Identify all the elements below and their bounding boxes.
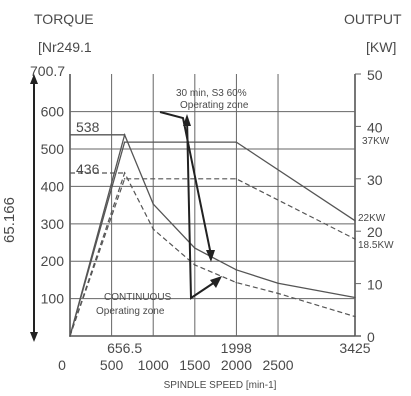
x-axis-ticks: 0 500 1000 1500 2000 2500 656.5 1998 3425 — [58, 340, 371, 373]
right-axis-ticks: 0 10 20 30 40 50 — [355, 67, 383, 345]
series-point — [235, 178, 238, 180]
continuous-arrowhead — [210, 276, 222, 288]
continuous-annotation-line1: CONTINUOUS — [104, 292, 172, 303]
series-point — [277, 292, 279, 295]
right-axis-unit: [KW] — [366, 39, 396, 55]
series-point — [123, 141, 126, 143]
right-tick-label: 50 — [367, 67, 383, 83]
torque-span-arrowhead-down — [30, 332, 38, 342]
x-special-tick-label: 3425 — [339, 340, 370, 356]
torque-max-tick: 700.7 — [30, 63, 65, 79]
right-axis-title: OUTPUT — [344, 11, 402, 27]
series-output-s3-line — [69, 141, 356, 337]
series-point — [235, 141, 238, 143]
series-point — [69, 335, 71, 337]
torque-rotated-value: 65.166 — [1, 197, 18, 243]
x-tick-label: 2500 — [262, 357, 293, 373]
right-tick-label: 10 — [367, 277, 383, 293]
series-point — [354, 296, 356, 299]
series-point — [354, 238, 356, 240]
series-point — [123, 172, 126, 174]
s3-arrowhead — [206, 250, 215, 262]
series-point — [235, 281, 238, 284]
s3-annotation-line1: 30 min, S3 60% — [176, 88, 247, 99]
right-tick-label: 0 — [367, 329, 375, 345]
left-tick-label: 600 — [41, 104, 65, 120]
x-axis-title: SPINDLE SPEED [min-1] — [164, 380, 277, 391]
left-tick-label: 200 — [41, 253, 65, 269]
series-output-continuous-line — [69, 178, 356, 337]
right-tick-label: 30 — [367, 172, 383, 188]
continuous-annotation-line2: Operating zone — [96, 306, 165, 317]
x-tick-label: 500 — [100, 357, 124, 373]
left-tick-label: 500 — [41, 141, 65, 157]
s3-annotation-arrow — [159, 111, 212, 256]
series-point — [354, 219, 356, 222]
series-point — [123, 178, 126, 180]
series-point — [354, 315, 356, 318]
left-axis-ticks: 100 200 300 400 500 600 — [41, 104, 65, 307]
series-point — [194, 247, 196, 249]
torque-span-arrowhead-up — [30, 74, 38, 84]
continuous-annotation-arrow — [186, 117, 216, 300]
left-tick-label: 400 — [41, 178, 65, 194]
x-special-tick-label: 656.5 — [107, 340, 142, 356]
right-tick-label: 40 — [367, 119, 383, 135]
s3-annotation-line2: Operating zone — [180, 100, 249, 111]
x-tick-label: 1000 — [138, 357, 169, 373]
left-axis-title: TORQUE — [34, 11, 94, 27]
series-point — [152, 228, 155, 230]
x-special-tick-label: 1998 — [221, 340, 252, 356]
torque-level-436: 436 — [76, 161, 100, 177]
output-label-37kw: 37KW — [362, 136, 390, 147]
series-point — [152, 203, 155, 205]
series-layer — [69, 132, 356, 337]
x-tick-label: 0 — [58, 357, 66, 373]
left-tick-label: 100 — [41, 291, 65, 307]
left-tick-label: 300 — [41, 216, 65, 232]
torque-level-538: 538 — [76, 119, 100, 135]
x-tick-label: 1500 — [179, 357, 210, 373]
series-point — [194, 264, 196, 266]
series-point — [235, 269, 238, 271]
grid — [69, 74, 361, 337]
x-tick-label: 2000 — [221, 357, 252, 373]
left-axis-unit: [Nr249.1 — [38, 39, 92, 55]
series-point — [277, 282, 279, 285]
output-label-18-5kw: 18.5KW — [358, 240, 394, 251]
s3-arrow-top-head — [183, 114, 191, 126]
right-tick-label: 20 — [367, 224, 383, 240]
output-label-22kw: 22KW — [358, 213, 386, 224]
